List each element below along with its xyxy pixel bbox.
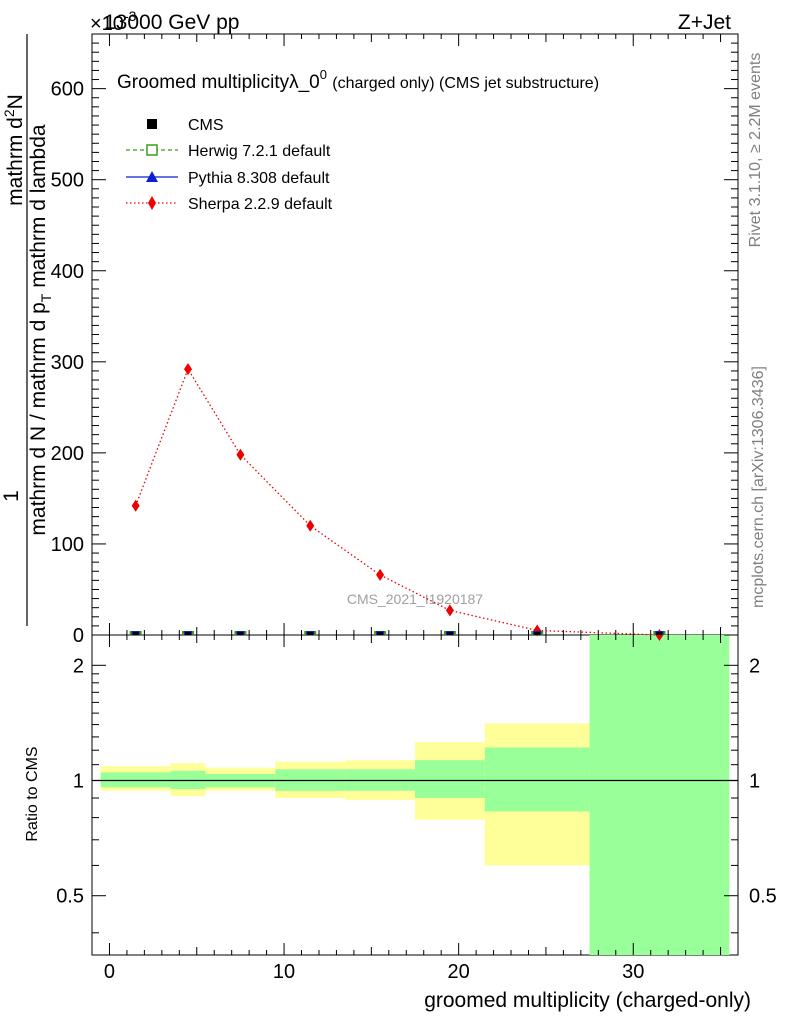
- exponent-label: ×10-3: [90, 8, 137, 35]
- main-ytick-label-4: 400: [51, 261, 84, 283]
- ratio-stat-band-0: [100, 772, 171, 788]
- legend-marker-cms: [147, 119, 157, 129]
- ratio-xtick-label-0: 0: [104, 961, 115, 983]
- sherpa-point-1: [184, 363, 193, 376]
- main-ylabel-numerator: mathrm d2N: [1, 94, 27, 206]
- ratio-xtick-label-2: 20: [448, 961, 470, 983]
- ratio-frame: [91, 634, 739, 956]
- ratio-ytick-label-left-0: 0.5: [56, 886, 84, 908]
- sherpa-point-3: [306, 519, 315, 532]
- ratio-stat-band-5: [415, 760, 485, 799]
- ratio-xtick-label-1: 10: [273, 961, 295, 983]
- sherpa-point-4: [376, 568, 385, 581]
- main-axes: 0 100 200 300 400 500 600: [51, 34, 738, 647]
- main-series: [129, 363, 666, 641]
- ratio-ylabel: Ratio to CMS: [24, 746, 41, 841]
- cms-point-0: [132, 632, 139, 635]
- legend-marker-herwig: [146, 144, 158, 156]
- source-label: mcplots.cern.ch [arXiv:1306.3436]: [750, 366, 767, 608]
- cms-point-7: [656, 632, 663, 635]
- process-label: Z+Jet: [678, 11, 731, 34]
- legend: CMS Herwig 7.2.1 default Pythia 8.308 de…: [126, 117, 333, 213]
- main-ytick-label-3: 300: [51, 352, 84, 374]
- ratio-xtick-label-3: 30: [622, 961, 644, 983]
- sherpa-line: [135, 367, 660, 636]
- main-ylabel-denominator: mathrm d N / mathrm d pT mathrm d lambda: [27, 124, 54, 536]
- cms-point-1: [185, 632, 192, 635]
- ratio-ytick-label-right-2: 2: [749, 655, 760, 677]
- main-ytick-label-5: 500: [51, 170, 84, 192]
- sherpa-point-5: [445, 604, 454, 617]
- sherpa-point-0: [131, 499, 140, 512]
- energy-label: 13000 GeV pp: [104, 11, 239, 34]
- main-title: Groomed multiplicityλ_00 (charged only) …: [117, 63, 599, 93]
- cms-point-2: [237, 632, 244, 635]
- main-ylabel-fraction: mathrm d2N mathrm d N / mathrm d pT math…: [1, 34, 54, 626]
- legend-label-cms: CMS: [188, 117, 224, 134]
- cms-point-3: [307, 632, 314, 635]
- legend-label-herwig: Herwig 7.2.1 default: [188, 143, 331, 160]
- ratio-stat-band-7: [589, 635, 730, 955]
- legend-label-sherpa: Sherpa 2.2.9 default: [188, 196, 333, 213]
- cms-point-4: [377, 632, 384, 635]
- main-ytick-label-0: 0: [73, 625, 84, 647]
- legend-label-pythia: Pythia 8.308 default: [188, 170, 330, 187]
- analysis-watermark: CMS_2021_I1920187: [347, 591, 483, 607]
- rivet-label: Rivet 3.1.10, ≥ 2.2M events: [747, 53, 764, 248]
- legend-marker-sherpa: [148, 196, 156, 210]
- sherpa-point-2: [236, 448, 245, 461]
- ratio-ytick-label-right-0: 0.5: [749, 886, 777, 908]
- ratio-ytick-label-right-1: 1: [749, 771, 760, 793]
- main-ytick-label-6: 600: [51, 79, 84, 101]
- main-ytick-label-1: 100: [51, 534, 84, 556]
- ratio-stat-band-6: [484, 747, 590, 812]
- cms-point-6: [534, 632, 541, 635]
- main-ytick-label-2: 200: [51, 443, 84, 465]
- cms-point-5: [446, 632, 453, 635]
- ratio-ytick-label-left-2: 2: [73, 655, 84, 677]
- ratio-xlabel: groomed multiplicity (charged-only): [424, 989, 751, 1012]
- ratio-ytick-label-left-1: 1: [73, 771, 84, 793]
- legend-marker-pythia: [146, 171, 158, 182]
- main-ylabel-top: 1: [0, 490, 23, 502]
- ratio-axes: 0.5 0.51 12 20 10 20 30: [56, 635, 777, 983]
- ratio-bands: [92, 635, 738, 955]
